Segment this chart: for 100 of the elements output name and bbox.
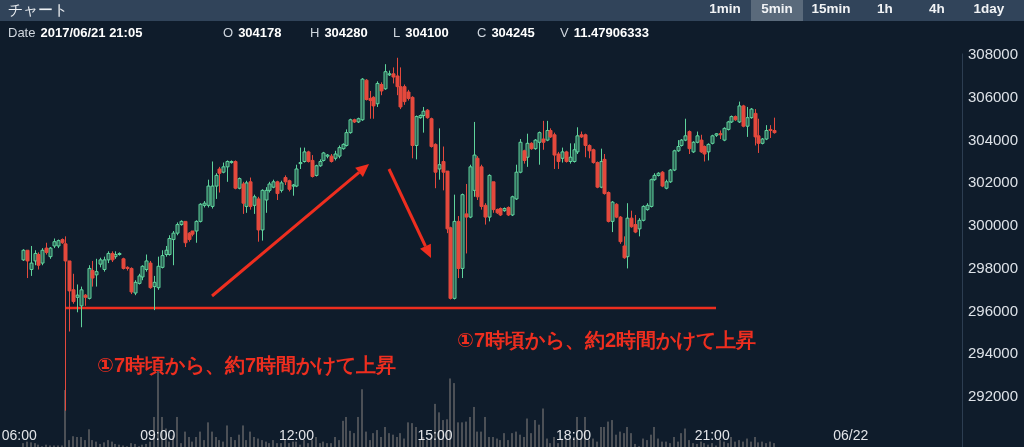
candlestick	[44, 242, 49, 256]
bar	[746, 438, 748, 447]
candlestick	[506, 205, 511, 217]
bar	[114, 443, 116, 447]
candlestick	[641, 204, 646, 222]
candlestick	[140, 264, 145, 281]
bar	[546, 438, 548, 447]
bar	[218, 440, 220, 447]
candlestick	[271, 179, 276, 189]
candlestick	[175, 221, 180, 236]
candlestick	[687, 129, 692, 155]
bar	[261, 440, 263, 447]
candlestick	[298, 147, 303, 170]
text: C 304245	[477, 25, 535, 40]
bar	[99, 443, 101, 447]
candlestick	[87, 264, 92, 300]
candlestick	[287, 179, 292, 192]
candlestick	[741, 104, 746, 128]
candlestick	[275, 180, 280, 201]
bar	[26, 441, 28, 447]
candlestick	[552, 132, 557, 170]
bar	[703, 443, 705, 447]
bar	[176, 416, 178, 447]
y-tick-label: 292000	[967, 387, 1019, 405]
candlestick	[318, 158, 323, 168]
bar	[272, 440, 274, 447]
candlestick	[545, 120, 550, 142]
bar	[515, 431, 517, 447]
text: チャート	[8, 1, 68, 18]
bar	[499, 440, 501, 447]
candlestick	[610, 200, 615, 233]
bar	[611, 420, 613, 447]
bar	[730, 436, 732, 447]
candlestick	[113, 250, 118, 260]
candlestick	[514, 164, 519, 201]
candlestick	[279, 180, 284, 194]
bar	[761, 441, 763, 447]
bar	[630, 433, 632, 447]
bar	[742, 441, 744, 447]
candlestick	[348, 118, 353, 135]
candlestick	[649, 178, 654, 208]
candlestick	[314, 164, 319, 177]
text: Date 2017/06/21 21:05	[8, 25, 143, 40]
candlestick	[98, 257, 103, 268]
bar	[557, 443, 559, 447]
bar	[615, 434, 617, 447]
bar	[276, 443, 278, 447]
bar	[496, 438, 498, 447]
candlestick	[633, 214, 638, 234]
candlestick	[679, 138, 684, 148]
y-tick-label: 306000	[967, 87, 1019, 105]
candlestick	[583, 133, 588, 158]
bar	[372, 433, 374, 447]
bar	[457, 422, 459, 447]
text: 15min	[811, 1, 851, 16]
text: H 304280	[310, 25, 368, 40]
candlestick	[629, 210, 634, 229]
candlestick	[179, 219, 184, 227]
candlestick	[518, 138, 523, 174]
candlestick	[764, 124, 769, 141]
y-tick-label: 294000	[967, 344, 1019, 362]
text: 5min	[761, 1, 793, 16]
candlestick	[102, 256, 107, 273]
candlestick	[40, 247, 45, 266]
candlestick	[152, 275, 157, 311]
candlestick	[310, 154, 315, 179]
bar	[157, 370, 159, 447]
text: 1h	[877, 1, 893, 16]
candlestick	[729, 115, 734, 124]
x-tick-label: 12:00	[278, 427, 315, 443]
bar	[253, 436, 255, 447]
bar	[480, 431, 482, 447]
bar	[765, 443, 767, 447]
candlestick	[248, 177, 253, 211]
bar	[403, 438, 405, 447]
candlestick	[437, 127, 442, 181]
bar	[453, 383, 455, 447]
candlestick	[726, 120, 731, 131]
bar	[461, 422, 463, 447]
candlestick	[637, 217, 642, 237]
candlestick	[302, 147, 307, 164]
bar	[696, 443, 698, 447]
bar	[326, 443, 328, 447]
y-tick-label: 300000	[967, 216, 1019, 234]
text: 1day	[973, 1, 1005, 16]
candlestick	[356, 117, 361, 124]
bar	[596, 441, 598, 447]
candlestick	[171, 230, 176, 266]
candlestick	[737, 101, 742, 124]
candlestick	[294, 164, 299, 188]
bar	[80, 436, 82, 447]
bar	[68, 440, 70, 447]
bar	[588, 440, 590, 447]
candlestick	[333, 150, 338, 161]
candlestick	[710, 134, 715, 145]
bar	[257, 438, 259, 447]
bar	[234, 440, 236, 447]
candlestick	[672, 149, 677, 172]
candlestick	[291, 183, 296, 197]
bar	[215, 436, 217, 447]
